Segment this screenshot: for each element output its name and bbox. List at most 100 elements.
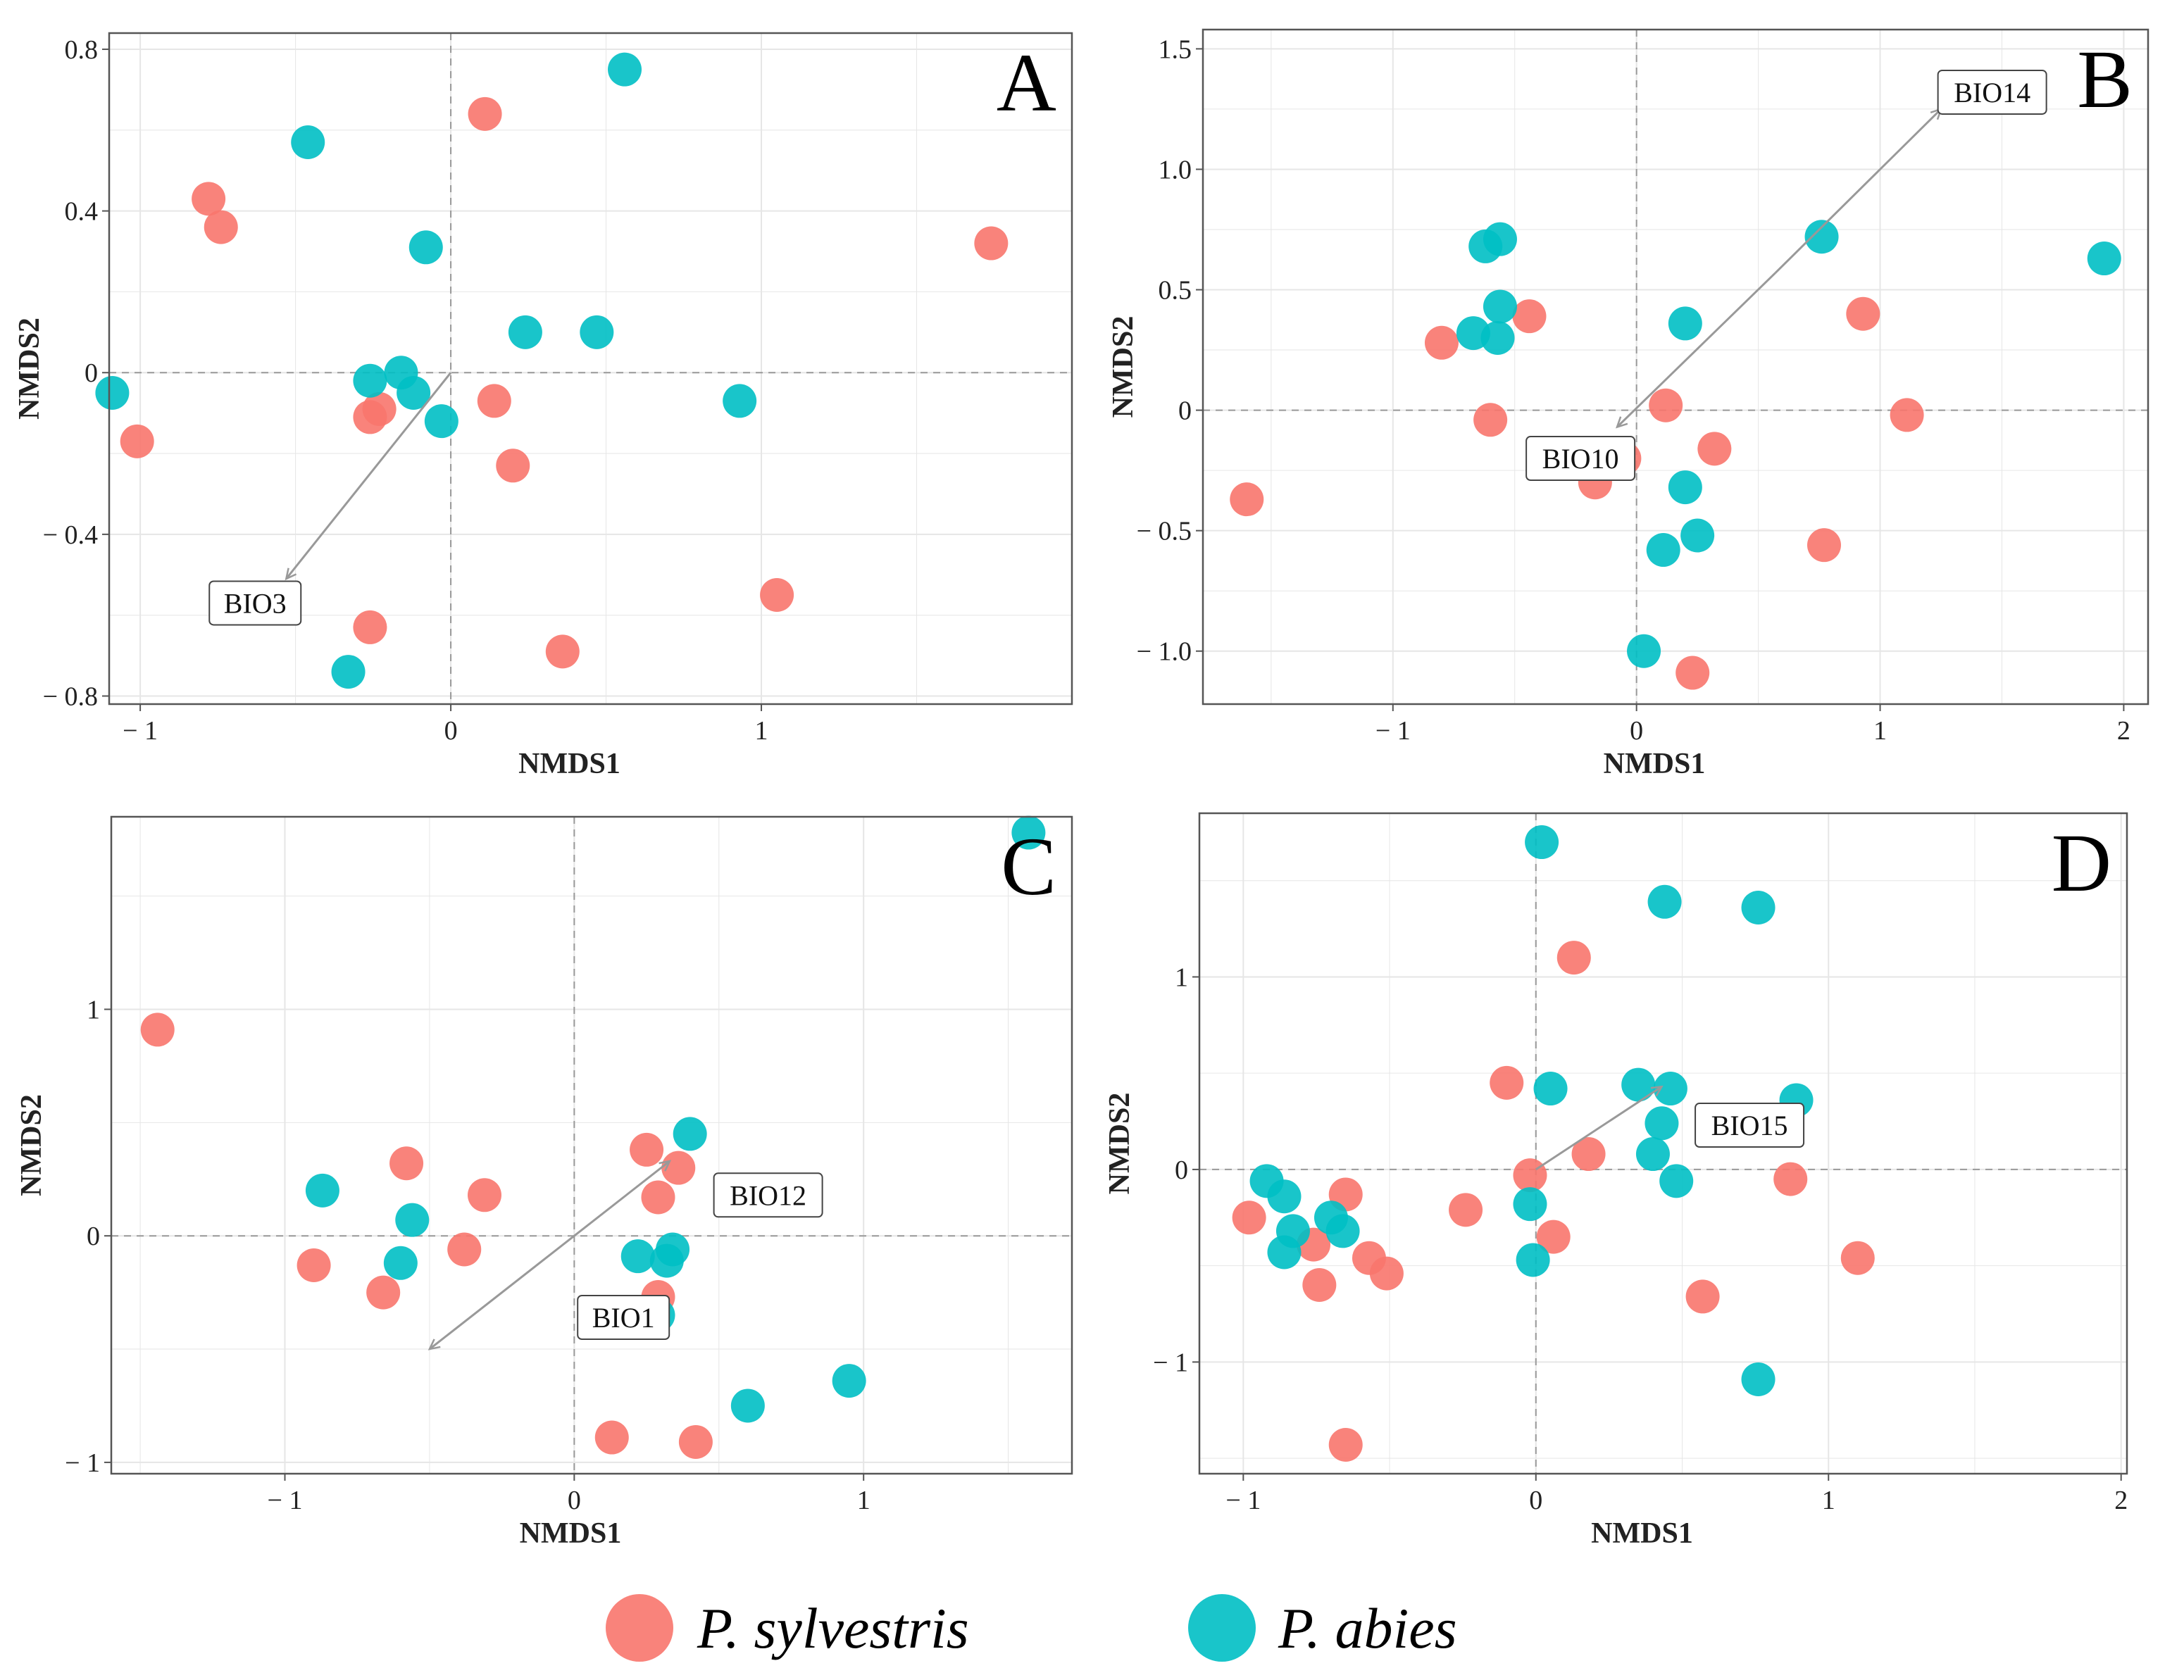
point-p-abies — [1011, 815, 1046, 850]
legend-label-p-abies: P. abies — [1278, 1596, 1457, 1660]
point-p-sylvestris — [678, 1424, 713, 1459]
point-p-sylvestris — [1328, 1427, 1363, 1462]
x-axis-title: NMDS1 — [520, 1517, 622, 1550]
point-p-sylvestris — [1571, 1137, 1606, 1172]
point-p-sylvestris — [1697, 432, 1732, 466]
point-p-sylvestris — [467, 1178, 501, 1212]
point-p-abies — [723, 384, 757, 418]
point-p-abies — [1621, 1067, 1656, 1102]
point-p-abies — [608, 52, 642, 87]
point-p-sylvestris — [1302, 1268, 1337, 1302]
arrow-bio1 — [428, 1235, 575, 1350]
point-p-abies — [1516, 1243, 1550, 1277]
y-tick-label: 1 — [87, 995, 100, 1024]
y-tick-label: − 1.0 — [1137, 637, 1192, 667]
point-p-sylvestris — [1649, 388, 1683, 422]
point-p-sylvestris — [760, 577, 794, 612]
point-p-abies — [1635, 1137, 1670, 1172]
panel-d: − 1 0 1 2 − 1 0 1 NMDS1 NMDS2 BIO15 D — [1104, 812, 2128, 1550]
y-tick-label: 0 — [1178, 396, 1192, 426]
arrow-label-box-bio12 — [713, 1172, 823, 1218]
point-p-sylvestris — [1556, 941, 1591, 975]
point-p-sylvestris — [389, 1146, 424, 1181]
point-p-abies — [1668, 306, 1702, 341]
point-p-sylvestris — [140, 1013, 175, 1047]
point-p-sylvestris — [477, 384, 511, 418]
arrow-label-bio3: BIO3 — [224, 587, 287, 619]
point-p-sylvestris — [630, 1132, 664, 1167]
y-tick-label: − 1 — [65, 1448, 100, 1478]
y-tick-label: − 0.5 — [1137, 517, 1192, 546]
point-p-abies — [580, 315, 614, 349]
point-p-abies — [353, 363, 387, 398]
y-axis-title: NMDS2 — [15, 1094, 48, 1196]
point-p-abies — [1741, 1362, 1776, 1396]
point-p-abies — [1645, 1106, 1679, 1141]
y-tick-label: 0.8 — [65, 35, 99, 65]
arrow-label-box-bio14 — [1937, 69, 2047, 115]
panel-a: − 1 0 1 − 0.8 − 0.4 0 0.4 0.8 NMDS1 NMDS2 BIO3 A — [13, 32, 1073, 780]
panel-letter-d: D — [2052, 817, 2111, 909]
legend: P. sylvestris P. abies — [606, 1594, 1457, 1662]
legend-label-p-sylvestris: P. sylvestris — [697, 1596, 969, 1660]
point-p-abies — [673, 1117, 707, 1151]
point-p-sylvestris — [1232, 1201, 1266, 1235]
plot-border-a — [108, 32, 1073, 706]
legend-swatch-p-abies — [1188, 1594, 1256, 1662]
x-tick-label: − 1 — [268, 1486, 303, 1515]
plot-border-c — [110, 815, 1073, 1475]
point-p-sylvestris — [1490, 1065, 1524, 1100]
plot-border-d — [1198, 812, 2128, 1475]
point-p-sylvestris — [1369, 1256, 1404, 1291]
point-p-sylvestris — [1676, 656, 1710, 690]
arrow-label-bio14: BIO14 — [1954, 77, 2030, 108]
x-tick-label: 1 — [857, 1486, 871, 1515]
panel-letter-a: A — [997, 37, 1056, 129]
point-p-abies — [1325, 1214, 1360, 1248]
x-axis-title: NMDS1 — [1604, 748, 1706, 780]
point-p-sylvestris — [120, 424, 154, 458]
point-p-abies — [1525, 825, 1559, 860]
plot-border-b — [1202, 28, 2149, 706]
point-p-abies — [424, 404, 458, 439]
arrow-bio3 — [285, 372, 452, 581]
panel-b: − 1 0 1 2 − 1.0 − 0.5 0 0.5 1.0 1.5 NMDS1 NMDS2 BIO1… — [1107, 28, 2149, 780]
point-p-sylvestris — [641, 1180, 675, 1215]
point-p-abies — [1533, 1072, 1568, 1106]
arrow-label-bio1: BIO1 — [592, 1302, 655, 1334]
point-p-abies — [508, 315, 542, 349]
point-p-sylvestris — [297, 1248, 331, 1283]
y-tick-label: 1.0 — [1159, 155, 1192, 184]
x-tick-label: 1 — [1873, 716, 1887, 746]
point-p-abies — [1267, 1235, 1302, 1270]
x-tick-label: 2 — [2114, 1486, 2128, 1515]
y-tick-label: 0.5 — [1159, 276, 1192, 306]
point-p-sylvestris — [353, 610, 387, 644]
point-p-abies — [2087, 242, 2121, 276]
point-p-sylvestris — [447, 1232, 482, 1267]
y-axis-title: NMDS2 — [1107, 316, 1140, 418]
point-p-abies — [832, 1364, 866, 1398]
plot-background-b — [1203, 30, 2148, 704]
point-p-sylvestris — [1846, 296, 1880, 331]
x-axis-title: NMDS1 — [1591, 1517, 1693, 1550]
arrow-label-bio12: BIO12 — [730, 1179, 806, 1211]
y-tick-label: − 1 — [1153, 1348, 1188, 1377]
x-tick-label: 0 — [444, 716, 458, 746]
point-p-abies — [291, 125, 325, 160]
y-tick-label: 1 — [1175, 963, 1188, 992]
y-tick-label: 0 — [85, 358, 98, 388]
x-tick-label: 0 — [568, 1486, 581, 1515]
x-tick-label: 0 — [1529, 1486, 1542, 1515]
point-p-abies — [620, 1239, 655, 1274]
point-p-sylvestris — [1685, 1279, 1720, 1314]
point-p-sylvestris — [974, 226, 1009, 261]
arrow-label-box-bio1 — [577, 1295, 670, 1341]
point-p-sylvestris — [1807, 528, 1841, 563]
point-p-sylvestris — [366, 1275, 401, 1310]
point-p-sylvestris — [1473, 403, 1508, 437]
point-p-sylvestris — [1449, 1193, 1483, 1227]
point-p-abies — [1646, 533, 1680, 568]
point-p-abies — [1480, 320, 1515, 355]
